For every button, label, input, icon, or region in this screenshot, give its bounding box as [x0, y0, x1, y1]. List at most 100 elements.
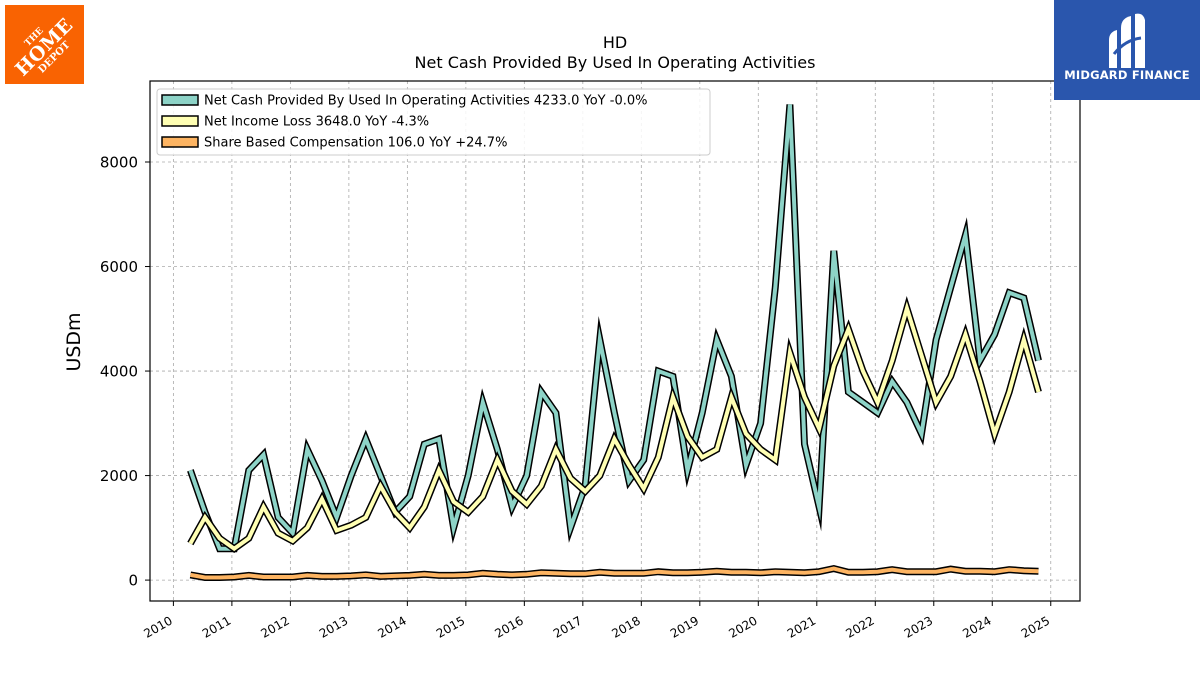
legend-swatch: [161, 115, 199, 127]
data-point: [436, 573, 441, 578]
data-point: [451, 525, 456, 530]
data-point: [670, 374, 675, 379]
data-point: [700, 570, 705, 575]
data-point: [612, 571, 617, 576]
data-point: [246, 536, 251, 541]
data-point: [685, 468, 690, 473]
data-point: [875, 410, 880, 415]
data-point: [393, 573, 398, 578]
data-point: [744, 463, 749, 468]
data-point: [480, 494, 485, 499]
data-point: [729, 395, 734, 400]
data-point: [919, 569, 924, 574]
data-point: [495, 457, 500, 462]
x-tick-label: 2017: [551, 613, 584, 640]
data-point: [758, 570, 763, 575]
data-point: [802, 442, 807, 447]
data-point: [480, 571, 485, 576]
legend-label: Net Income Loss 3648.0 YoY -4.3%: [204, 115, 429, 130]
data-point: [700, 410, 705, 415]
data-point: [817, 426, 822, 431]
data-point: [466, 473, 471, 478]
x-tick-label: 2019: [668, 613, 701, 640]
data-point: [934, 337, 939, 342]
legend-box: [156, 88, 711, 156]
data-point: [670, 570, 675, 575]
data-point: [773, 457, 778, 462]
series-line: [188, 301, 1041, 552]
x-tick-label: 2014: [375, 613, 408, 640]
data-point: [641, 486, 646, 491]
data-point: [363, 437, 368, 442]
data-point: [744, 570, 749, 575]
data-point: [802, 395, 807, 400]
midgard-finance-wordmark: MIDGARD FINANCE: [1064, 68, 1190, 82]
data-point: [393, 510, 398, 515]
data-point: [436, 468, 441, 473]
data-point: [817, 569, 822, 574]
data-point: [963, 332, 968, 337]
x-tick-label: 2020: [726, 613, 759, 640]
series-2: [189, 565, 1039, 581]
y-tick-label: 2000: [100, 467, 138, 485]
data-point: [217, 575, 222, 580]
chart-subtitle: Net Cash Provided By Used In Operating A…: [415, 53, 816, 72]
data-point: [670, 395, 675, 400]
data-point: [890, 379, 895, 384]
data-point: [568, 476, 573, 481]
legend-item-0[interactable]: Net Cash Provided By Used In Operating A…: [161, 94, 647, 109]
data-point: [685, 570, 690, 575]
data-point: [714, 569, 719, 574]
data-point: [744, 431, 749, 436]
x-tick-label: 2022: [843, 613, 876, 640]
data-point: [261, 452, 266, 457]
legend-swatch: [161, 136, 199, 148]
data-point: [817, 504, 822, 509]
plot-frame: [149, 80, 1081, 602]
data-point: [378, 574, 383, 579]
legend-item-2[interactable]: Share Based Compensation 106.0 YoY +24.7…: [161, 136, 507, 151]
data-point: [904, 306, 909, 311]
data-point: [890, 567, 895, 572]
data-point: [436, 437, 441, 442]
data-point: [934, 569, 939, 574]
chart-title: HD: [603, 33, 627, 52]
data-point: [831, 363, 836, 368]
data-point: [1021, 568, 1026, 573]
data-point: [451, 573, 456, 578]
data-point: [656, 369, 661, 374]
data-point: [553, 571, 558, 576]
data-point: [714, 447, 719, 452]
series-layer: [187, 104, 1042, 581]
data-point: [831, 566, 836, 571]
data-point: [320, 478, 325, 483]
data-point: [583, 571, 588, 576]
data-point: [553, 447, 558, 452]
data-point: [627, 463, 632, 468]
data-point: [524, 473, 529, 478]
data-point: [188, 468, 193, 473]
data-point: [627, 571, 632, 576]
series-line: [190, 566, 1039, 580]
legend-item-1[interactable]: Net Income Loss 3648.0 YoY -4.3%: [161, 115, 429, 130]
legend-label: Net Cash Provided By Used In Operating A…: [204, 94, 647, 109]
data-point: [948, 285, 953, 290]
data-point: [495, 572, 500, 577]
data-point: [349, 523, 354, 528]
x-tick-label: 2011: [200, 613, 233, 640]
data-point: [904, 400, 909, 405]
data-point: [1021, 295, 1026, 300]
data-point: [948, 567, 953, 572]
data-point: [992, 569, 997, 574]
data-point: [656, 455, 661, 460]
data-point: [276, 515, 281, 520]
home-depot-logo: THE HOME DEPOT: [5, 5, 84, 84]
data-point: [992, 431, 997, 436]
legend[interactable]: Net Cash Provided By Used In Operating A…: [156, 88, 711, 156]
x-tick-label: 2013: [317, 613, 350, 640]
data-point: [948, 374, 953, 379]
data-point: [568, 525, 573, 530]
data-point: [510, 572, 515, 577]
data-point: [320, 497, 325, 502]
